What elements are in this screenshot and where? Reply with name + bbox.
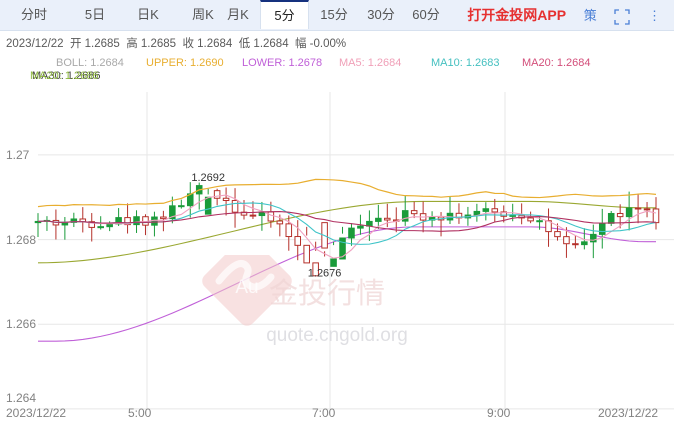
svg-text:quote.cngold.org: quote.cngold.org <box>266 325 408 346</box>
svg-text:1.2692: 1.2692 <box>191 172 225 184</box>
svg-text:金投行情: 金投行情 <box>269 277 385 310</box>
svg-text:Au: Au <box>235 277 258 298</box>
